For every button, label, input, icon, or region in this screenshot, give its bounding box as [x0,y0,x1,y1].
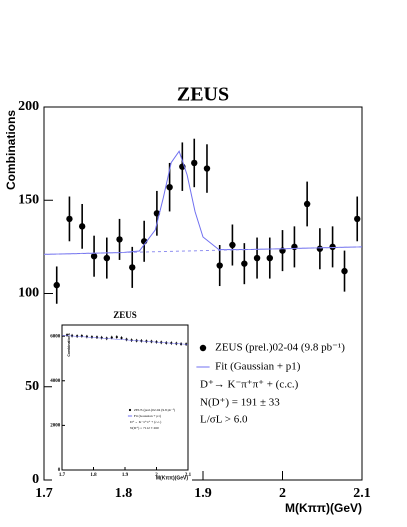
y-tick-label: 200 [18,99,39,114]
x-tick-label: 1.7 [59,473,66,478]
data-point [90,253,98,260]
legend-label: Fit (Gaussian + p1) [134,414,162,418]
x-tick-label: 2.1 [185,473,192,478]
x-tick-label: 2.1 [353,486,371,501]
data-point [191,159,198,167]
x-tick-label: 2 [155,473,158,478]
data-point [103,254,111,262]
inset-background [52,309,192,482]
x-axis-label: M(Kππ)(GeV) [156,475,188,481]
y-tick-label: 0 [58,468,61,473]
y-tick-label: 4000 [50,379,61,384]
data-point [110,336,113,339]
data-point [203,165,211,172]
data-point [100,336,103,339]
data-point [125,338,128,341]
data-point [354,215,361,223]
y-tick-label: 2000 [50,424,61,429]
data-point [229,241,236,249]
y-axis-label: Combinations [4,110,18,190]
y-tick-label: 150 [18,192,39,207]
chart-title: ZEUS [177,84,229,106]
data-point [291,243,298,251]
data-point [153,210,161,217]
data-point [115,335,118,339]
x-tick-label: 1.8 [115,486,133,501]
data-point [166,183,173,191]
data-point [303,200,311,208]
y-tick-label: 0 [32,472,39,487]
x-tick-label: 1.9 [194,486,212,501]
legend-marker [128,408,132,412]
fit-line [61,335,189,345]
data-point [66,215,73,223]
data-point [53,281,60,289]
annotation: D⁺→ K⁻π⁺π⁺ + (c.c.) [130,420,162,424]
fit-line [43,150,363,255]
data-point [90,335,94,339]
chart-title: ZEUS [113,310,137,320]
annotation: L/σL > 6.0 [200,414,248,426]
annotation: D⁺→ K⁻π⁺π⁺ + (c.c.) [200,379,299,391]
data-point [253,254,261,262]
x-tick-label: 1.9 [122,473,129,478]
annotation: N(D⁺) = 191 ± 33 [200,397,280,409]
data-point [329,243,336,251]
y-tick-label: 50 [25,379,39,394]
legend-label: ZEUS (prel.)02-04 (9.8 pb⁻¹) [134,408,176,412]
legend-label: ZEUS (prel.)02-04 (9.8 pb⁻¹) [215,342,345,354]
y-tick-label: 100 [18,286,39,301]
x-tick-label: 1.7 [35,486,53,501]
background-line [43,246,363,255]
x-tick-label: 1.8 [90,473,97,478]
data-point [241,260,248,267]
y-axis-label: Combinations [67,333,71,356]
x-tick-label: 2 [279,486,286,501]
data-point [120,336,123,340]
data-point [316,245,324,252]
data-point [216,262,223,269]
data-point [78,223,86,230]
data-point [116,236,123,243]
y-tick-label: 6000 [50,334,61,339]
legend-marker [199,344,207,352]
data-point [129,264,136,271]
data-point [266,254,273,262]
data-point [341,267,348,275]
legend-label: Fit (Gaussian + p1) [215,361,301,373]
x-axis-label: M(Kππ)(GeV) [285,501,362,515]
annotation: N(D⁺) = 7112 ± 260 [130,426,159,430]
